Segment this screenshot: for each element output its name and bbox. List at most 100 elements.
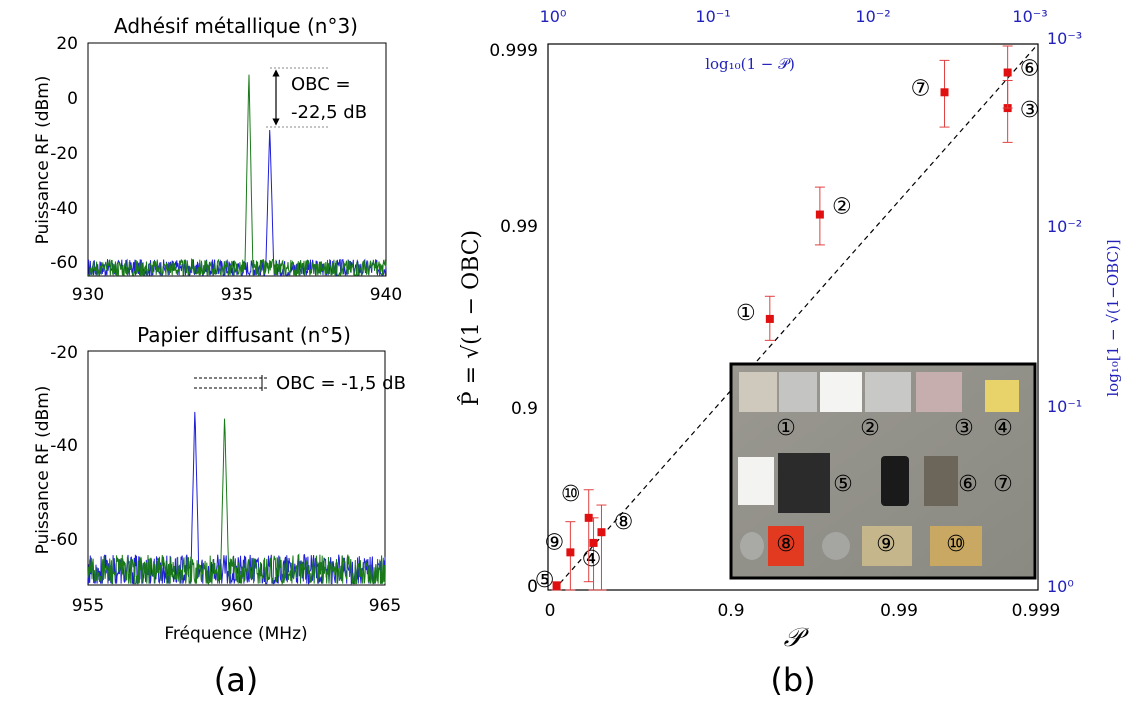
y-tick-099: 0.99: [500, 217, 538, 237]
point-1: [765, 314, 774, 323]
point-label-3: ③: [1020, 98, 1040, 123]
y-axis-label: P̂ = √(1 − OBC): [458, 230, 484, 406]
point-10: [584, 513, 593, 522]
right-tick-1e-1: 10⁻¹: [1047, 397, 1082, 416]
inset-label-9: ⑨: [876, 532, 896, 557]
x-axis-label: 𝒫: [784, 623, 810, 653]
top-ylabel: Puissance RF (dBm): [33, 76, 53, 245]
y-tick-0: 0: [527, 577, 538, 597]
sample-2-swatch: [820, 372, 862, 412]
diagonal-line: [553, 43, 1039, 591]
point-label-1: ①: [736, 301, 756, 326]
inset-label-1: ①: [776, 416, 796, 441]
inset-label-4: ④: [993, 416, 1013, 441]
sample-clear-1: [740, 532, 764, 560]
top-ytick-20: 20: [56, 34, 78, 54]
sample-white-block: [738, 457, 774, 505]
top-tick-1e0: 10⁰: [540, 7, 567, 26]
panel-a-top: Adhésif métallique (n°3) OBC = -22,5 dB …: [33, 14, 402, 305]
bottom-ylabel: Puissance RF (dBm): [33, 386, 53, 555]
point-label-7: ⑦: [911, 76, 931, 101]
point-label-4: ④: [582, 547, 602, 572]
top-xtick-940: 940: [370, 285, 402, 305]
top-obc-line1: OBC =: [291, 74, 351, 95]
sample-clear-2: [822, 532, 850, 560]
top-chart-title: Adhésif métallique (n°3): [114, 14, 358, 38]
inset-label-5: ⑤: [833, 472, 853, 497]
green-spectrum-trace: [87, 74, 387, 277]
right-tick-1e-3: 10⁻³: [1047, 29, 1082, 48]
sample-3-swatch: [916, 372, 962, 412]
top-ytick-m20: -20: [50, 144, 78, 164]
y-tick-09: 0.9: [511, 399, 538, 419]
point-label-2: ②: [832, 195, 852, 220]
panel-a-bottom: Papier diffusant (n°5) OBC = -1,5 dB -20…: [33, 323, 406, 644]
point-4: [589, 538, 598, 547]
point-label-6: ⑥: [1020, 56, 1040, 81]
sample-1-swatch: [739, 372, 777, 412]
right-tick-1e-2: 10⁻²: [1047, 217, 1082, 236]
bottom-xtick-960: 960: [221, 596, 253, 616]
inset-label-2: ②: [860, 416, 880, 441]
top-ytick-m60: -60: [50, 253, 78, 273]
top-ytick-0: 0: [67, 89, 78, 109]
bottom-plot-frame: [87, 350, 386, 586]
sample-6-swatch: [924, 456, 958, 506]
sample-rubber: [881, 456, 909, 506]
right-tick-1e0: 10⁰: [1047, 577, 1074, 596]
sample-black-foam: [778, 453, 830, 513]
x-tick-09: 0.9: [717, 601, 744, 621]
point-label-9: ⑨: [545, 530, 565, 555]
sample-4-swatch: [985, 380, 1019, 412]
top-xtick-935: 935: [221, 285, 253, 305]
right-axis-label: log₁₀[1 − √(1−OBC)]: [1104, 239, 1122, 396]
x-tick-0: 0: [545, 601, 556, 621]
y-tick-0999: 0.999: [489, 41, 538, 61]
top-plot-frame: [87, 42, 387, 277]
top-tick-1e-3: 10⁻³: [1012, 7, 1047, 26]
top-tick-1e-1: 10⁻¹: [695, 7, 730, 26]
x-tick-0999: 0.999: [1012, 601, 1061, 621]
point-5: [552, 581, 561, 590]
top-axis-label: log₁₀(1 − 𝒫): [705, 55, 795, 73]
bottom-obc-annotation: OBC = -1,5 dB: [276, 373, 406, 394]
panel-a-label: (a): [214, 661, 259, 699]
inset-label-10: ⑩: [946, 532, 966, 557]
bottom-ytick-m20: -20: [50, 343, 78, 363]
bottom-ytick-m60: -60: [50, 530, 78, 550]
bottom-chart-title: Papier diffusant (n°5): [137, 323, 351, 347]
panel-b-label: (b): [770, 661, 815, 699]
point-6: [1003, 68, 1012, 77]
sample-9-swatch: [862, 526, 912, 566]
inset-label-8: ⑧: [776, 532, 796, 557]
point-label-8: ⑧: [614, 510, 634, 535]
bottom-xtick-955: 955: [72, 596, 104, 616]
point-8: [597, 528, 606, 537]
sample-photo-inset: ① ② ③ ④ ⑤ ⑥ ⑦ ⑧ ⑨ ⑩: [729, 362, 1037, 580]
point-label-5: ⑤: [535, 568, 555, 593]
sample-2b-swatch: [865, 372, 911, 412]
sample-1b-swatch: [779, 372, 817, 412]
bottom-xlabel: Fréquence (MHz): [164, 624, 307, 644]
top-xtick-930: 930: [72, 285, 104, 305]
inset-label-6: ⑥: [958, 472, 978, 497]
top-ytick-m40: -40: [50, 199, 78, 219]
point-9: [566, 548, 575, 557]
top-spectrum: [87, 74, 387, 278]
bottom-xtick-965: 965: [369, 596, 401, 616]
point-7: [940, 88, 949, 97]
top-tick-1e-2: 10⁻²: [855, 7, 890, 26]
green-spectrum-trace: [87, 418, 386, 586]
bottom-ytick-m40: -40: [50, 436, 78, 456]
point-2: [815, 210, 824, 219]
x-tick-099: 0.99: [880, 601, 918, 621]
inset-label-7: ⑦: [993, 472, 1013, 497]
top-obc-line2: -22,5 dB: [291, 102, 367, 123]
inset-label-3: ③: [954, 416, 974, 441]
point-label-10: ⑩: [561, 482, 581, 507]
sample-10-swatch: [930, 526, 982, 566]
sample-8-swatch: [768, 526, 804, 566]
